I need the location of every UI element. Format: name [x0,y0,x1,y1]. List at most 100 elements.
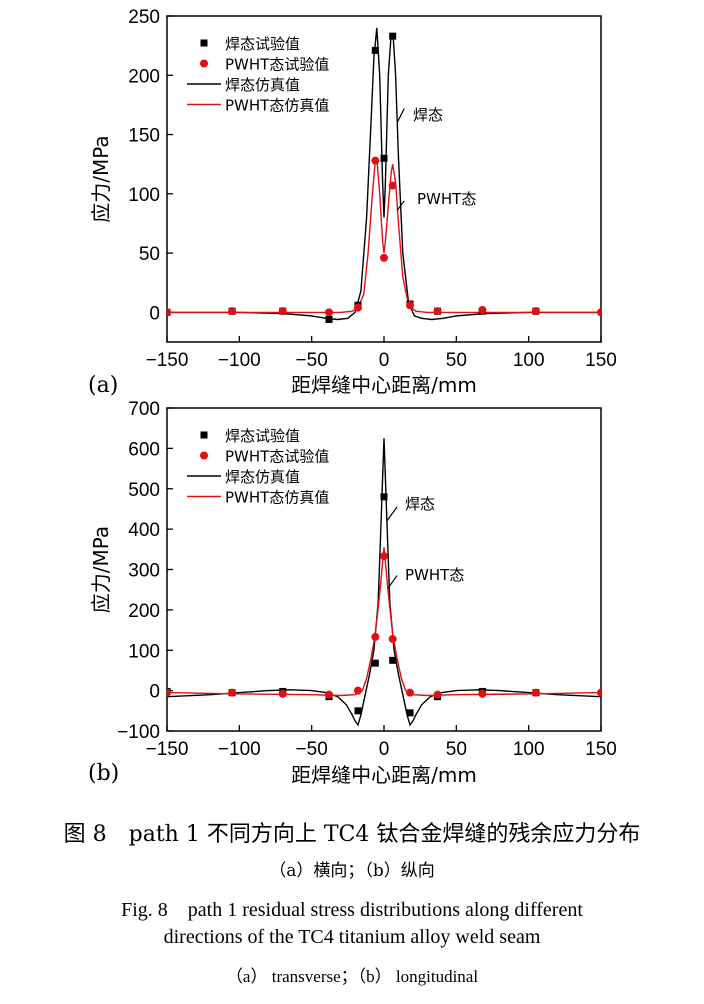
legend-marker-square [200,39,208,47]
data-point-pwht [531,688,540,697]
data-point-pwht [278,307,287,316]
data-point-pwht [478,305,487,314]
x-tick-label: −50 [296,350,328,371]
x-tick-label: −50 [296,739,328,760]
annotation-pwht: PWHT态 [417,190,476,208]
data-point-pwht [371,156,380,165]
data-point-pwht [406,688,415,697]
x-tick-label: 150 [585,739,617,760]
y-tick-label: 200 [128,66,160,87]
data-point-pwht [388,634,397,643]
data-point-pwht [597,308,601,317]
legend-entry-label: 焊态仿真值 [225,468,300,486]
data-point-pwht [228,307,237,316]
y-tick-label: 600 [128,439,160,460]
x-tick-label: 50 [446,350,467,371]
legend-entry-label: PWHT态试验值 [225,56,329,74]
data-point-as-welded [371,659,379,667]
data-point-pwht [325,690,334,699]
annotation-as-welded: 焊态 [413,106,443,124]
y-tick-label: 700 [128,399,160,420]
data-point-pwht [167,308,171,317]
plot-area [167,27,601,323]
data-point-pwht [433,690,442,699]
chart-panel-a: −150 −100 −50 0 50 100 150 0 50 100 150 200 250 距焊缝中心… [88,7,617,398]
legend-entry-label: PWHT态仿真值 [225,489,329,507]
data-point-pwht [388,181,397,190]
data-point-as-welded [406,709,414,717]
x-tick-label: 100 [513,739,545,760]
plot-area [167,438,601,727]
data-point-pwht [278,689,287,698]
x-tick-label: −100 [218,350,261,371]
x-tick-label: 0 [379,350,390,371]
legend-marker-circle [200,59,208,68]
legend-entry-label: 焊态试验值 [225,35,300,53]
y-tick-label: 250 [128,7,160,28]
figure-canvas: −150 −100 −50 0 50 100 150050100150200250距焊缝中心… [88,7,617,787]
y-tick-label: 0 [149,303,160,324]
y-tick-label: 150 [128,126,160,147]
legend-entry-label: PWHT态仿真值 [225,97,329,115]
x-tick-label: 150 [585,350,617,371]
y-tick-label: 400 [128,520,160,541]
y-tick-label: −100 [117,722,160,743]
y-tick-label: 100 [128,185,160,206]
annotation-as-welded: 焊态 [405,495,435,513]
y-axis-label: 应力/MPa [89,526,113,613]
x-tick-label: 0 [379,739,390,760]
data-point-as-welded [389,32,397,40]
data-point-pwht [325,308,334,317]
data-point-pwht [406,301,415,310]
series-line-pwht-sim [167,547,601,697]
caption-en-subtitle: （a） transverse；（b） longitudinal [225,967,479,986]
panel-label: (b) [88,761,119,786]
caption-zh-subtitle: （a）横向；（b）纵向 [269,861,435,881]
caption-zh-title: 图 8 path 1 不同方向上 TC4 钛合金焊缝的残余应力分布 [63,822,641,847]
data-point-pwht [167,688,171,697]
x-tick-label: −150 [146,739,189,760]
x-axis-label: 距焊缝中心距离/mm [291,763,477,787]
data-point-as-welded [371,46,379,54]
y-tick-label: 500 [128,480,160,501]
x-tick-label: 50 [446,739,467,760]
data-point-as-welded [380,493,388,501]
data-point-pwht [371,632,380,641]
annotation-leader [396,200,405,211]
data-point-as-welded [354,707,362,715]
caption-en-title-line1: Fig. 8 path 1 residual stress distributi… [121,899,583,921]
data-point-pwht [228,688,237,697]
annotation-leader [396,108,405,123]
caption-en-title-line2: directions of the TC4 titanium alloy wel… [163,926,541,948]
data-point-pwht [597,688,601,697]
data-point-pwht [433,307,442,316]
legend-marker-circle [200,451,208,460]
data-point-pwht [531,307,540,316]
data-point-as-welded [325,315,333,323]
chart-panel-b: −150 −100 −50 0 50 100 150−1000100200300400500… [88,399,617,787]
legend-entry-label: PWHT态试验值 [225,448,329,466]
y-tick-label: 0 [149,682,160,703]
data-point-pwht [353,686,362,695]
data-point-as-welded [389,656,397,664]
y-tick-label: 200 [128,601,160,622]
annotation-leader [386,506,398,522]
data-point-pwht [380,552,388,561]
x-tick-label: −100 [218,739,261,760]
legend-entry-label: 焊态试验值 [225,427,300,445]
x-tick-label: −150 [146,350,189,371]
annotation-leader [387,575,398,589]
annotation-pwht: PWHT态 [405,566,464,584]
data-point-as-welded [380,154,388,162]
data-point-pwht [478,689,487,698]
y-tick-label: 300 [128,561,160,582]
series-line-pwht-sim [167,156,601,314]
data-point-pwht [353,303,362,312]
y-tick-label: 50 [139,244,160,265]
y-axis-label: 应力/MPa [89,135,113,222]
x-axis-label: 距焊缝中心距离/mm [291,373,477,397]
y-tick-label: 100 [128,641,160,662]
legend-entry-label: 焊态仿真值 [225,76,300,94]
data-point-pwht [380,253,388,262]
x-tick-label: 100 [513,350,545,371]
